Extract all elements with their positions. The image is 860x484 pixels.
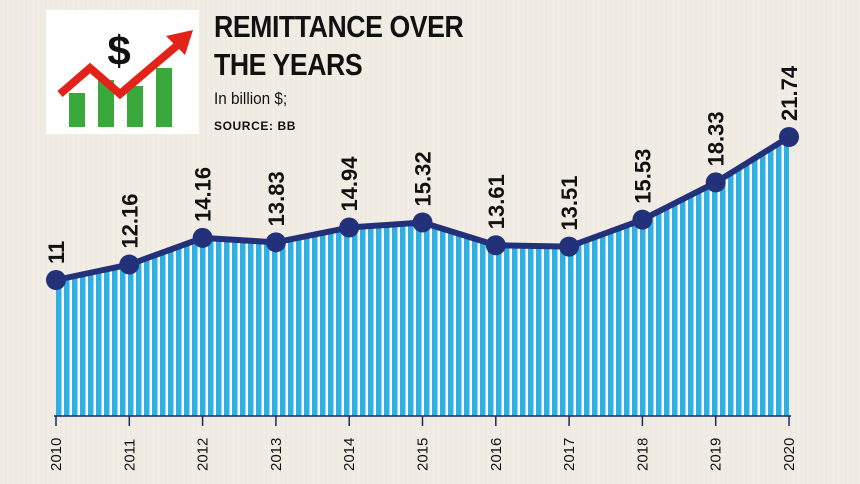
x-tick-label-2014: 2014 — [341, 438, 358, 471]
data-label-2016: 13.61 — [484, 174, 509, 229]
x-tick-label-2011: 2011 — [121, 439, 138, 471]
data-label-2010: 11 — [44, 241, 69, 264]
chart-subtitle: In billion $; — [214, 89, 288, 108]
data-label-2018: 15.53 — [630, 149, 655, 204]
data-point-2020 — [779, 127, 799, 147]
data-label-2019: 18.33 — [704, 111, 729, 166]
logo-bar-3 — [127, 86, 143, 127]
data-label-2015: 15.32 — [411, 151, 436, 206]
data-point-2018 — [632, 209, 653, 230]
data-point-2011 — [119, 254, 140, 275]
data-point-2013 — [265, 232, 286, 253]
x-tick-label-2015: 2015 — [415, 438, 432, 471]
logo-box: $ — [46, 10, 199, 134]
data-label-2011: 12.16 — [117, 193, 142, 248]
x-tick-label-2019: 2019 — [708, 438, 725, 471]
logo-dollar-symbol: $ — [107, 27, 130, 74]
x-tick-label-2010: 2010 — [48, 438, 65, 471]
chart-title-line1: REMITTANCE OVER — [214, 9, 464, 44]
chart-title: REMITTANCE OVER THE YEARS — [214, 8, 489, 84]
data-label-2020: 21.74 — [777, 65, 802, 121]
data-labels: 11 12.16 14.16 13.83 14.94 15.32 13.61 13.51 15.… — [44, 65, 802, 264]
data-label-2014: 14.94 — [337, 156, 362, 212]
logo-bar-2 — [98, 80, 114, 127]
data-point-2012 — [192, 227, 213, 248]
x-tick-label-2016: 2016 — [488, 438, 505, 471]
logo-bar-4 — [156, 68, 172, 127]
data-points — [46, 127, 799, 290]
x-tick-label-2020: 2020 — [781, 438, 798, 471]
x-tick-label-2018: 2018 — [634, 438, 651, 471]
logo-bar-1 — [69, 93, 85, 127]
x-axis-ticks — [55, 416, 790, 426]
logo-arrow-head — [166, 30, 193, 55]
chart-title-line2: THE YEARS — [214, 47, 363, 82]
data-label-2013: 13.83 — [264, 171, 289, 226]
data-point-2014 — [339, 217, 360, 238]
data-point-2019 — [705, 172, 726, 193]
source-label: SOURCE: BB — [214, 119, 297, 133]
logo-arrow-line — [57, 39, 183, 100]
dollar-growth-chart-icon: $ — [57, 27, 193, 127]
data-point-2017 — [559, 236, 580, 257]
data-point-2016 — [485, 235, 506, 256]
area-fill — [56, 137, 789, 416]
x-tick-label-2013: 2013 — [268, 438, 285, 471]
x-axis-tick-labels: 2010 2011 2012 2013 2014 2015 2016 2017 2018 2019… — [48, 438, 798, 471]
data-label-2012: 14.16 — [191, 167, 216, 222]
data-point-2010 — [46, 270, 66, 290]
data-point-2015 — [412, 212, 433, 233]
data-label-2017: 13.51 — [557, 176, 582, 231]
x-tick-label-2012: 2012 — [195, 438, 212, 471]
x-tick-label-2017: 2017 — [561, 438, 578, 471]
